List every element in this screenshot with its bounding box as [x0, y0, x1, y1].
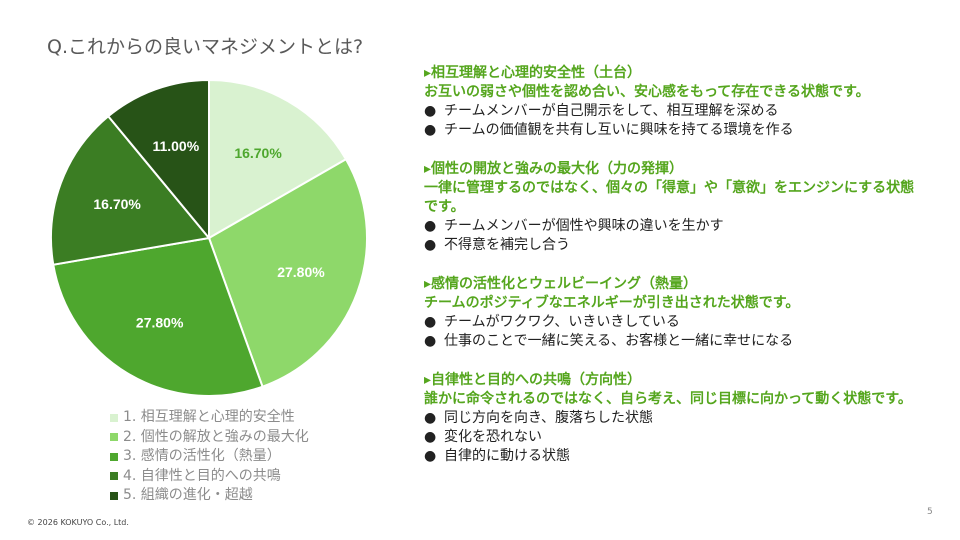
pie-slice: [208, 78, 348, 240]
legend-item: 1. 相互理解と心理的安全性: [110, 408, 309, 428]
pie-slice: [106, 78, 210, 241]
bullet-text: チームの価値観を共有し互いに興味を持てる環境を作る: [444, 122, 794, 138]
legend-item: 4. 自律性と目的への共鳴: [110, 467, 309, 487]
bullet-item: ● 同じ方向を向き、腹落ちした状態: [424, 409, 924, 428]
legend-swatch: [110, 413, 118, 422]
bullet-item: ● 変化を恐れない: [424, 428, 924, 447]
section: ▸自律性と目的への共鳴（方向性） 誰かに命令されるのではなく、自ら考え、同じ目標に…: [424, 371, 924, 466]
section: ▸感情の活性化とウェルビーイング（熱量） チームのポジティブなエネルギーが引き出さ…: [424, 275, 924, 351]
legend-label: 4. 自律性と目的への共鳴: [123, 467, 281, 484]
sections: ▸相互理解と心理的安全性（土台） お互いの弱さや個性を認め合い、安心感をもって存在…: [424, 64, 924, 486]
bullet-text: 不得意を補完し合う: [444, 237, 570, 253]
bullet-item: ● 不得意を補完し合う: [424, 236, 924, 255]
section-heading: ▸個性の開放と強みの最大化（力の発揮）: [424, 161, 684, 177]
section-description: 誰かに命令されるのではなく、自ら考え、同じ目標に向かって動く状態です。: [424, 391, 912, 407]
bullet-text: チームメンバーが自己開示をして、相互理解を深める: [444, 103, 779, 119]
bullet-icon: ●: [424, 448, 437, 464]
legend-item: 2. 個性の解放と強みの最大化: [110, 428, 309, 448]
legend-label: 3. 感情の活性化（熱量）: [123, 448, 281, 464]
section-description: お互いの弱さや個性を認め合い、安心感をもって存在できる状態です。: [424, 84, 870, 100]
page-title: Q.これからの良いマネジメントとは?: [47, 36, 364, 58]
bullet-item: ● 仕事のことで一緒に笑える、お客様と一緒に幸せになる: [424, 332, 924, 351]
legend-label: 1. 相互理解と心理的安全性: [123, 409, 295, 425]
bullet-icon: ●: [424, 429, 437, 445]
pie-chart: 16.70% 27.80% 27.80% 16.70% 11.00%: [50, 78, 368, 397]
bullet-icon: ●: [424, 218, 437, 234]
pie-slice: [50, 114, 211, 266]
section-heading: ▸自律性と目的への共鳴（方向性）: [424, 372, 642, 388]
section-heading: ▸感情の活性化とウェルビーイング（熱量）: [424, 276, 698, 292]
bullet-item: ● チームメンバーが個性や興味の違いを生かす: [424, 217, 924, 236]
bullet-icon: ●: [424, 103, 437, 119]
section-heading: ▸相互理解と心理的安全性（土台）: [424, 65, 642, 81]
legend-swatch: [110, 472, 118, 481]
chart-legend: 1. 相互理解と心理的安全性 2. 個性の解放と強みの最大化 3. 感情の活性化（熱…: [110, 408, 309, 506]
bullet-text: チームがワクワク、いきいきしている: [444, 314, 680, 330]
section-description: 一律に管理するのではなく、個々の「得意」や「意欲」をエンジンにする状態です。: [424, 180, 915, 215]
bullet-item: ● チームメンバーが自己開示をして、相互理解を深める: [424, 102, 924, 121]
legend-swatch: [110, 452, 118, 461]
page-number: 5: [927, 507, 933, 517]
data-label: 16.70%: [93, 196, 141, 212]
bullet-text: チームメンバーが個性や興味の違いを生かす: [444, 218, 724, 234]
section: ▸相互理解と心理的安全性（土台） お互いの弱さや個性を認め合い、安心感をもって存在…: [424, 64, 924, 140]
legend-swatch: [110, 433, 118, 442]
bullet-icon: ●: [424, 410, 437, 426]
legend-label: 5. 組織の進化・超越: [123, 487, 253, 503]
legend-label: 2. 個性の解放と強みの最大化: [123, 428, 309, 445]
pie-slice: [207, 157, 368, 388]
legend-item: 3. 感情の活性化（熱量）: [110, 447, 309, 467]
bullet-item: ● 自律的に動ける状態: [424, 447, 924, 466]
data-label: 16.70%: [234, 145, 282, 161]
section: ▸個性の開放と強みの最大化（力の発揮） 一律に管理するのではなく、個々の「得意」や…: [424, 160, 924, 255]
copyright: © 2026 KOKUYO Co., Ltd.: [27, 518, 129, 527]
legend-swatch: [110, 491, 118, 500]
data-label: 27.80%: [136, 315, 184, 331]
bullet-item: ● チームの価値観を共有し互いに興味を持てる環境を作る: [424, 121, 924, 140]
bullet-item: ● チームがワクワク、いきいきしている: [424, 313, 924, 332]
bullet-text: 自律的に動ける状態: [444, 448, 570, 464]
bullet-text: 変化を恐れない: [444, 429, 542, 445]
bullet-text: 同じ方向を向き、腹落ちした状態: [444, 410, 654, 426]
bullet-icon: ●: [424, 333, 437, 349]
data-label: 27.80%: [277, 264, 325, 280]
bullet-icon: ●: [424, 122, 437, 138]
bullet-icon: ●: [424, 314, 437, 330]
section-description: チームのポジティブなエネルギーが引き出された状態です。: [424, 295, 800, 311]
legend-item: 5. 組織の進化・超越: [110, 486, 309, 506]
bullet-text: 仕事のことで一緒に笑える、お客様と一緒に幸せになる: [444, 333, 794, 349]
pie-slice: [52, 236, 264, 397]
bullet-icon: ●: [424, 237, 437, 253]
data-label: 11.00%: [152, 138, 199, 154]
